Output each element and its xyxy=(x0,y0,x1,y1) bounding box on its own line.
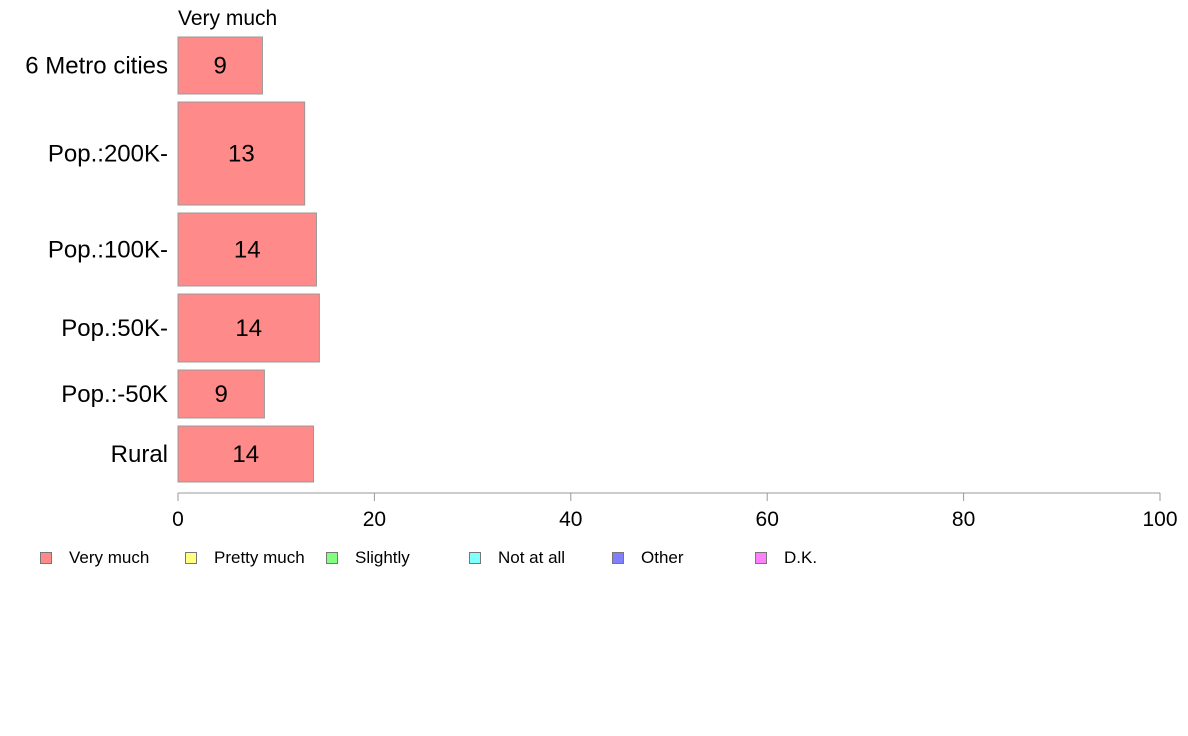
legend-item: Not at all xyxy=(469,548,565,568)
category-label: Pop.:-50K xyxy=(61,381,168,408)
category-label: Rural xyxy=(111,441,168,468)
legend-swatch xyxy=(326,552,338,564)
x-axis: 0 20 40 60 80 100 xyxy=(172,492,1178,531)
bar xyxy=(177,101,306,206)
legend-swatch xyxy=(469,552,481,564)
legend-item: Very much xyxy=(40,548,149,568)
bar xyxy=(177,425,315,483)
bar-value-label: 9 xyxy=(214,53,227,80)
category-label: Pop.:200K- xyxy=(48,141,168,168)
legend-label: Not at all xyxy=(498,548,566,567)
x-tick-label: 80 xyxy=(952,508,975,531)
legend-label: Slightly xyxy=(355,548,410,567)
legend-swatch xyxy=(755,552,767,564)
legend-item: D.K. xyxy=(755,548,817,568)
x-tick-label: 100 xyxy=(1142,508,1177,531)
legend-swatch xyxy=(612,552,624,564)
bar xyxy=(177,212,317,287)
bar xyxy=(177,293,320,363)
bar-value-label: 13 xyxy=(228,141,255,168)
bars-group: 6 Metro cities 9 Pop.:200K- 13 Pop.:100K- 14 P… xyxy=(25,36,320,483)
legend: Very much Pretty much Slightly Not at all Ot… xyxy=(40,548,1140,570)
legend-item: Pretty much xyxy=(185,548,305,568)
legend-label: Other xyxy=(641,548,684,567)
x-tick-label: 20 xyxy=(363,508,386,531)
legend-label: Pretty much xyxy=(214,548,305,567)
legend-swatch xyxy=(185,552,197,564)
bar-value-label: 14 xyxy=(235,315,262,342)
bar-value-label: 14 xyxy=(232,441,259,468)
bar-value-label: 14 xyxy=(234,237,261,264)
x-tick-label: 0 xyxy=(172,508,184,531)
bar xyxy=(177,36,263,95)
panel-label: Very much xyxy=(178,7,277,30)
legend-label: Very much xyxy=(69,548,150,567)
bar xyxy=(177,369,265,419)
bar-value-label: 9 xyxy=(215,381,228,408)
x-tick-label: 60 xyxy=(756,508,779,531)
category-label: Pop.:50K- xyxy=(61,315,168,342)
x-tick-label: 40 xyxy=(559,508,582,531)
legend-item: Other xyxy=(612,548,684,568)
legend-item: Slightly xyxy=(326,548,410,568)
legend-swatch xyxy=(40,552,52,564)
category-label: Pop.:100K- xyxy=(48,237,168,264)
category-label: 6 Metro cities xyxy=(25,53,168,80)
legend-label: D.K. xyxy=(784,548,818,567)
